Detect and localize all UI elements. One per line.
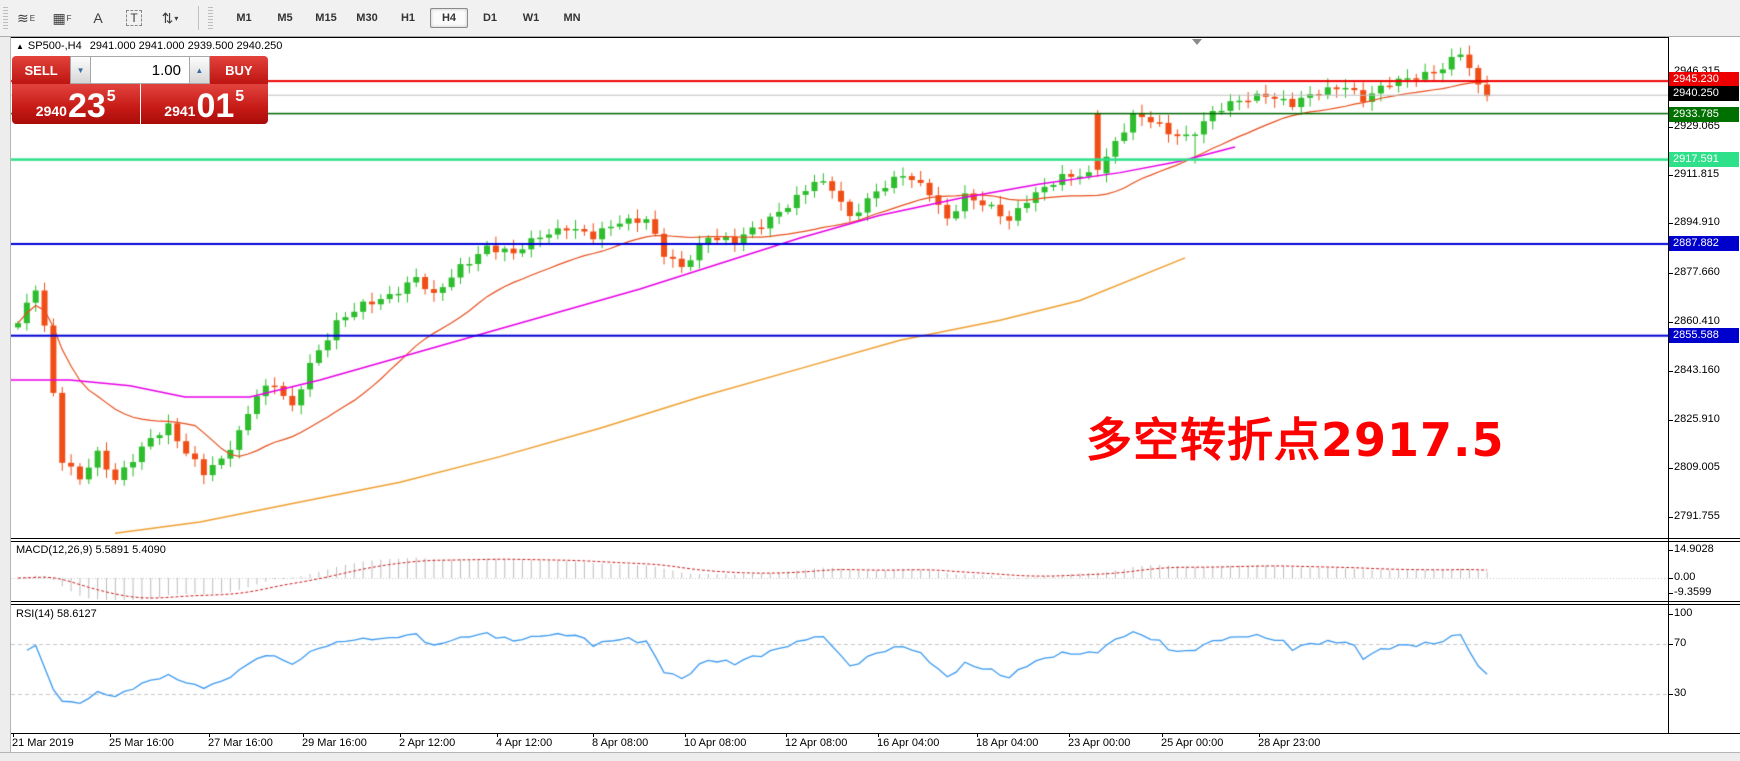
- timeframe-mn[interactable]: MN: [563, 12, 581, 24]
- sell-button[interactable]: SELL: [12, 56, 71, 84]
- macd-axis-label: 14.9028: [1674, 543, 1714, 555]
- buy-price-prefix: 2941: [164, 103, 196, 119]
- time-axis-label: 25 Apr 00:00: [1161, 737, 1224, 749]
- buy-button[interactable]: BUY: [209, 56, 268, 84]
- fibonacci-grid-icon[interactable]: ▦ F: [52, 9, 72, 26]
- rsi-axis-label: 30: [1674, 687, 1687, 699]
- timeframe-m5[interactable]: M5: [277, 12, 293, 24]
- price-axis-label: 2860.410: [1674, 315, 1720, 327]
- trade-controls-row: SELL ▼ ▲ BUY: [12, 56, 268, 84]
- symbol-expand-arrow[interactable]: ▲: [16, 42, 24, 51]
- time-axis-label: 8 Apr 08:00: [592, 737, 649, 749]
- timeframe-m1[interactable]: M1: [236, 12, 252, 24]
- buy-price-fraction: 5: [235, 88, 245, 105]
- price-axis-label: 2809.005: [1674, 461, 1720, 473]
- timeframe-h1[interactable]: H1: [400, 12, 416, 24]
- time-axis-label: 28 Apr 23:00: [1258, 737, 1321, 749]
- time-axis-label: 16 Apr 04:00: [877, 737, 940, 749]
- time-axis-label: 10 Apr 08:00: [684, 737, 747, 749]
- symbol-period: SP500-,H4: [27, 40, 82, 52]
- time-axis-label: 2 Apr 12:00: [399, 737, 456, 749]
- price-axis-label: 2929.065: [1674, 120, 1720, 132]
- one-click-trading-panel: SELL ▼ ▲ BUY 2940 23 5 2941 01 5: [12, 56, 268, 124]
- sell-price-prefix: 2940: [35, 103, 67, 119]
- time-axis-label: 18 Apr 04:00: [976, 737, 1039, 749]
- buy-price-pips: 01: [196, 87, 235, 126]
- rsi-axis-label: 70: [1674, 637, 1687, 649]
- price-chart-canvas[interactable]: [11, 37, 1669, 733]
- timeframe-group: M1 M5 M15 M30 H1 H4 D1 W1 MN: [225, 8, 591, 28]
- price-axis-label: 2911.815: [1674, 168, 1720, 180]
- time-axis-label: 25 Mar 16:00: [109, 737, 174, 749]
- left-panel-edge: [0, 37, 11, 752]
- price-level-badge: 2887.882: [1669, 236, 1739, 251]
- rsi-pane-separator[interactable]: [10, 601, 1740, 602]
- timeframe-d1[interactable]: D1: [482, 12, 498, 24]
- time-axis-label: 27 Mar 16:00: [208, 737, 273, 749]
- price-axis-label: 2825.910: [1674, 413, 1720, 425]
- price-axis-label: 2791.755: [1674, 510, 1720, 522]
- toolbar-grip[interactable]: [3, 7, 8, 29]
- volume-input[interactable]: [91, 56, 189, 84]
- volume-increase-button[interactable]: ▲: [189, 56, 210, 84]
- drawing-tools-group: ≋ E ▦ F A T ⇅ ▾: [14, 6, 182, 30]
- time-axis-label: 4 Apr 12:00: [496, 737, 553, 749]
- timeframe-m30[interactable]: M30: [356, 12, 378, 24]
- sell-price-fraction: 5: [106, 88, 116, 105]
- sell-price-display[interactable]: 2940 23 5: [12, 84, 140, 124]
- rsi-pane-separator[interactable]: [10, 604, 1740, 605]
- macd-indicator-label: MACD(12,26,9) 5.5891 5.4090: [16, 544, 166, 556]
- price-level-badge: 2933.785: [1669, 107, 1739, 122]
- buy-price-display[interactable]: 2941 01 5: [140, 84, 268, 126]
- toolbar-grip[interactable]: [208, 7, 213, 29]
- timeframe-m15[interactable]: M15: [315, 12, 337, 24]
- timeframe-h4[interactable]: H4: [430, 8, 468, 28]
- macd-axis-label: 0.00: [1674, 571, 1696, 583]
- ohlc-values: 2941.000 2941.000 2939.500 2940.250: [89, 40, 283, 52]
- price-level-badge: 2917.591: [1669, 152, 1739, 167]
- sell-price-pips: 23: [67, 87, 106, 126]
- time-axis-label: 23 Apr 00:00: [1068, 737, 1131, 749]
- rsi-indicator-label: RSI(14) 58.6127: [16, 608, 97, 620]
- trade-prices-row: 2940 23 5 2941 01 5: [12, 84, 268, 124]
- text-label-icon[interactable]: A: [93, 10, 103, 26]
- chart-border-top: [10, 37, 1669, 38]
- time-axis-label: 29 Mar 16:00: [302, 737, 367, 749]
- text-box-icon[interactable]: T: [122, 6, 146, 30]
- price-level-badge: 2940.250: [1669, 86, 1739, 101]
- price-level-badge: 2855.588: [1669, 328, 1739, 343]
- volume-decrease-button[interactable]: ▼: [70, 56, 91, 84]
- macd-pane-separator[interactable]: [10, 538, 1740, 539]
- rsi-axis-label: 100: [1674, 607, 1693, 619]
- window-bottom-edge: [0, 752, 1740, 761]
- price-axis-label: 2843.160: [1674, 364, 1720, 376]
- toolbar: ≋ E ▦ F A T ⇅ ▾ M1 M5 M15 M30 H1 H4 D1 W1 MN: [0, 0, 1740, 37]
- chart-annotation-text: 多空转折点2917.5: [1086, 413, 1505, 467]
- elliott-wave-icon[interactable]: ≋ E: [16, 9, 36, 26]
- arrange-style-icon[interactable]: ⇅ ▾: [161, 9, 179, 26]
- price-axis-label: 2894.910: [1674, 216, 1720, 228]
- time-axis-border: [10, 733, 1740, 734]
- chart-title: ▲ SP500-,H4 2941.000 2941.000 2939.500 294…: [16, 40, 282, 52]
- time-axis-label: 12 Apr 08:00: [785, 737, 848, 749]
- chart-shift-marker[interactable]: [1192, 39, 1202, 45]
- time-axis-label: 21 Mar 2019: [12, 737, 74, 749]
- price-axis-label: 2877.660: [1674, 266, 1720, 278]
- price-axis-border: [1668, 37, 1669, 734]
- macd-pane-separator[interactable]: [10, 541, 1740, 542]
- macd-axis-label: -9.3599: [1674, 586, 1712, 598]
- price-level-badge: 2945.230: [1669, 72, 1739, 87]
- toolbar-separator: [198, 6, 199, 30]
- price-axis-label: 2946.315: [1674, 65, 1720, 77]
- timeframe-w1[interactable]: W1: [522, 12, 540, 24]
